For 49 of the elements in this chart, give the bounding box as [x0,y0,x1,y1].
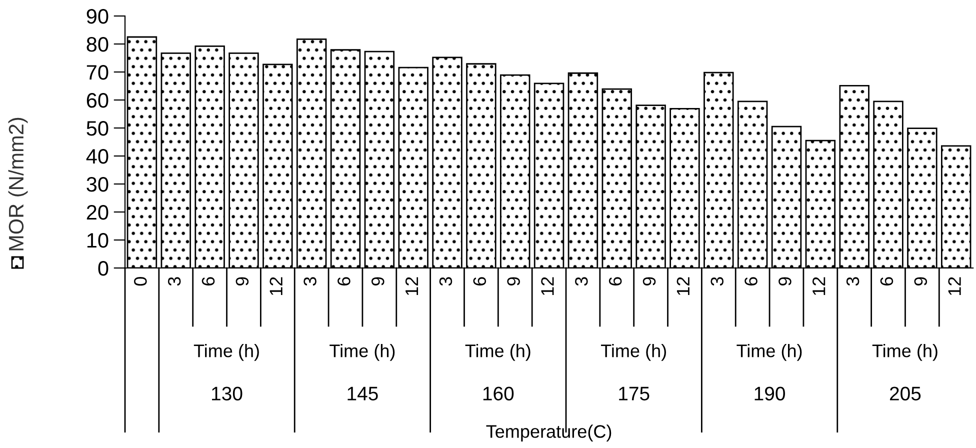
text: 130 [212,386,242,400]
x-tick-label: 12 [948,277,961,296]
text: Time (h) [330,344,395,361]
text: 145 [348,386,378,400]
x-tick-label: 3 [168,277,181,286]
x-tick-label: 3 [710,277,724,286]
text: Time (h) [872,344,938,361]
x-tick-label: 6 [744,277,758,286]
y-tick-label: 80 [86,37,108,52]
y-tick-label: 50 [86,121,108,136]
x-tick-label: 3 [575,277,588,286]
x-tick-label: 12 [405,277,418,296]
x-tick-label: 9 [371,277,384,286]
text: 160 [483,386,514,400]
text: MOR (N/mm2) [8,118,28,250]
x-tick-label: 6 [473,277,486,286]
x-tick-label: 9 [236,277,249,286]
y-tick-label: 70 [86,65,108,80]
x-tick-label: 3 [439,277,452,286]
x-tick-label: 12 [541,277,554,296]
y-tick-label: 20 [86,205,108,220]
text: Time (h) [600,344,666,361]
x-tick-label: 3 [846,277,860,286]
x-tick-label: 12 [676,277,690,296]
x-tick-label: 6 [202,277,215,286]
y-tick-label: 40 [86,149,108,164]
y-tick-label: 0 [98,261,108,276]
text: Time (h) [736,344,802,361]
x-tick-label: 9 [642,277,656,286]
x-tick-label: 6 [608,277,622,286]
x-tick-label: 12 [270,277,282,296]
y-tick-label: 90 [86,9,108,24]
x-tick-label: 3 [304,277,316,286]
x-tick-label: 9 [914,277,928,286]
x-tick-label: 12 [812,277,826,296]
x-tick-label: 6 [338,277,350,286]
text: 175 [619,386,650,400]
x-tick-label: 6 [880,277,894,286]
text: Time (h) [465,344,530,361]
y-tick-label: 10 [87,233,108,248]
x-tick-label: 9 [778,277,792,286]
x-tick-label: 0 [134,277,147,286]
text: 190 [754,386,785,400]
text: Temperature(C) [486,424,612,442]
x-tick-label: 9 [507,277,520,286]
text: Time (h) [194,344,259,361]
y-tick-label: 30 [86,177,108,192]
y-tick-label: 60 [86,93,108,108]
text: 205 [890,386,921,400]
